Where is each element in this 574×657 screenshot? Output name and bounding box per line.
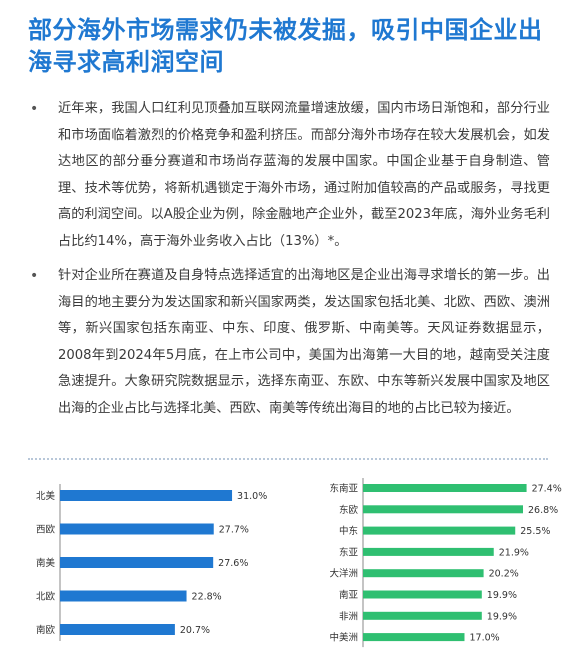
category-label: 北美: [36, 490, 56, 502]
value-label: 27.4%: [532, 484, 562, 495]
bar: [363, 611, 482, 620]
bullet-dot-icon: •: [30, 101, 39, 117]
bar: [363, 505, 523, 514]
category-label: 中美洲: [329, 632, 358, 644]
value-label: 20.7%: [180, 625, 210, 636]
category-label: 南亚: [339, 589, 359, 601]
page-title: 部分海外市场需求仍未被发掘，吸引中国企业出海寻求高利润空间: [28, 16, 543, 76]
value-label: 27.6%: [218, 558, 248, 569]
bar: [363, 590, 482, 599]
emerging-region-bar-chart: 东南亚 27.4% 东欧 26.8% 中东 25.5% 东亚 21.9% 大洋洲 20.2% 南亚 1…: [329, 478, 562, 648]
bar: [363, 569, 484, 578]
bullet-item: • 针对企业所在赛道及自身特点选择适宜的出海地区是企业出海寻求增长的第一步。出海…: [30, 263, 550, 422]
bar: [60, 590, 187, 602]
value-label: 25.5%: [520, 526, 550, 537]
value-label: 27.7%: [219, 525, 249, 536]
category-label: 东亚: [339, 546, 359, 558]
bar: [363, 633, 465, 642]
value-label: 19.9%: [487, 590, 517, 601]
category-label: 北欧: [36, 591, 56, 603]
bullet-text: 近年来，我国人口红利见顶叠加互联网流量增速放缓，国内市场日渐饱和，部分行业和市场…: [58, 101, 550, 249]
category-label: 西欧: [36, 524, 56, 536]
category-label: 东欧: [339, 504, 359, 516]
bar: [363, 484, 527, 492]
category-label: 东南亚: [329, 483, 358, 495]
value-label: 21.9%: [499, 547, 529, 558]
category-label: 中东: [339, 525, 358, 537]
value-label: 17.0%: [469, 633, 499, 644]
bullet-text: 针对企业所在赛道及自身特点选择适宜的出海地区是企业出海寻求增长的第一步。出海目的…: [58, 268, 550, 416]
bar: [363, 547, 494, 556]
category-label: 南欧: [36, 624, 56, 636]
value-label: 20.2%: [489, 569, 519, 580]
bar: [60, 624, 175, 635]
bar: [363, 526, 516, 535]
value-label: 19.9%: [487, 611, 517, 622]
bullet-list: • 近年来，我国人口红利见顶叠加互联网流量增速放缓，国内市场日渐饱和，部分行业和…: [30, 96, 550, 430]
category-label: 南美: [36, 557, 56, 569]
category-label: 大洋洲: [329, 568, 358, 580]
bullet-item: • 近年来，我国人口红利见顶叠加互联网流量增速放缓，国内市场日渐饱和，部分行业和…: [30, 96, 550, 255]
bullet-dot-icon: •: [30, 268, 39, 284]
value-label: 22.8%: [192, 592, 222, 603]
category-label: 非洲: [339, 610, 358, 622]
section-divider: [28, 458, 548, 460]
bar: [60, 557, 214, 568]
bar: [60, 490, 233, 501]
value-label: 26.8%: [528, 505, 558, 516]
developed-region-bar-chart: 北美 31.0% 西欧 27.7% 南美 27.6% 北欧 22.8% 南欧 20.7%: [36, 484, 267, 641]
bar: [60, 523, 214, 535]
value-label: 31.0%: [237, 491, 267, 502]
